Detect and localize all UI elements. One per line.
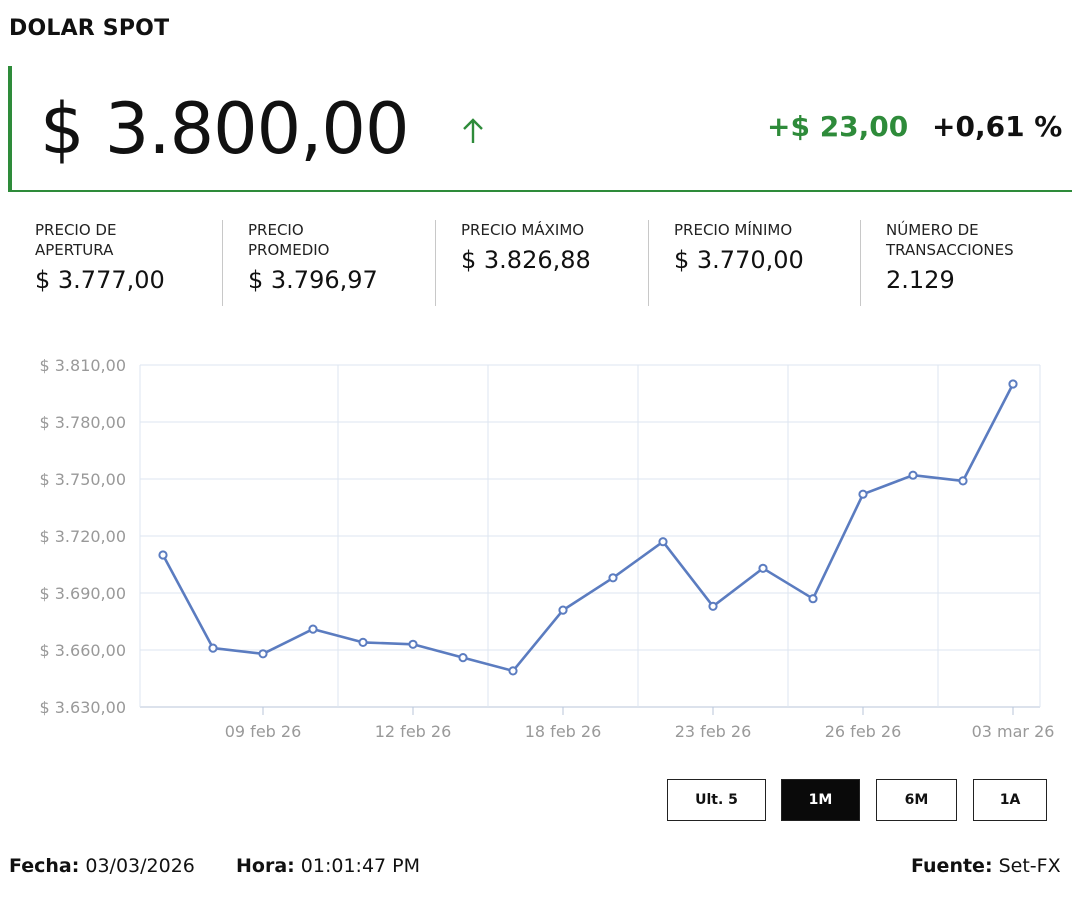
range-button-1m[interactable]: 1M <box>781 779 860 821</box>
x-axis-ticks: 09 feb 26 12 feb 26 18 feb 26 23 feb 26 26 f… <box>225 707 1055 741</box>
y-axis-ticks: $ 3.810,00 $ 3.780,00 $ 3.750,00 $ 3.720,00… <box>39 356 126 717</box>
page-title: DOLAR SPOT <box>9 16 170 41</box>
y-tick-label: $ 3.690,00 <box>39 584 126 603</box>
data-point <box>758 563 768 573</box>
source-value: Set-FX <box>998 855 1061 877</box>
stat-average-price: PRECIO PROMEDIO $ 3.796,97 <box>222 220 418 306</box>
data-point <box>408 639 418 649</box>
data-point <box>658 537 668 547</box>
data-point <box>608 573 618 583</box>
y-tick-label: $ 3.630,00 <box>39 698 126 717</box>
stat-value: $ 3.826,88 <box>461 246 591 274</box>
footer-date: Fecha: 03/03/2026 <box>9 855 195 877</box>
y-tick-label: $ 3.720,00 <box>39 527 126 546</box>
data-point <box>508 666 518 676</box>
y-tick-label: $ 3.810,00 <box>39 356 126 375</box>
price-line-chart: $ 3.810,00 $ 3.780,00 $ 3.750,00 $ 3.720,00… <box>39 356 1055 741</box>
stats-row: PRECIO DE APERTURA $ 3.777,00 PRECIO PRO… <box>35 220 1075 306</box>
time-label: Hora: <box>236 855 295 877</box>
stat-label: NÚMERO DE TRANSACCIONES <box>886 221 1014 259</box>
stat-label: PRECIO PROMEDIO <box>248 221 330 259</box>
range-button-1a[interactable]: 1A <box>973 779 1047 821</box>
current-price: $ 3.800,00 <box>40 88 410 170</box>
stat-value: $ 3.796,97 <box>248 266 378 294</box>
series-line <box>158 379 1018 676</box>
footer-source: Fuente: Set-FX <box>911 855 1061 877</box>
data-point <box>158 550 168 560</box>
y-tick-label: $ 3.660,00 <box>39 641 126 660</box>
x-tick-label: 03 mar 26 <box>972 722 1055 741</box>
x-tick-label: 18 feb 26 <box>525 722 602 741</box>
divider <box>222 220 223 306</box>
data-point <box>1008 379 1018 389</box>
x-tick-label: 23 feb 26 <box>675 722 752 741</box>
price-change-percent: +0,61 % <box>932 110 1063 143</box>
time-value: 01:01:47 PM <box>300 855 421 877</box>
range-selector: Ult. 5 1M 6M 1A <box>0 779 1080 823</box>
stat-opening-price: PRECIO DE APERTURA $ 3.777,00 <box>35 220 205 306</box>
data-point <box>458 653 468 663</box>
data-point <box>708 601 718 611</box>
x-tick-label: 12 feb 26 <box>375 722 452 741</box>
data-point <box>258 649 268 659</box>
divider <box>860 220 861 306</box>
data-point <box>358 637 368 647</box>
price-change: +$ 23,00 <box>767 110 909 143</box>
data-point <box>958 476 968 486</box>
stat-label: PRECIO DE APERTURA <box>35 221 117 259</box>
data-point <box>858 489 868 499</box>
range-button-ult5[interactable]: Ult. 5 <box>667 779 766 821</box>
stat-max-price: PRECIO MÁXIMO $ 3.826,88 <box>435 220 631 306</box>
data-point <box>908 470 918 480</box>
price-panel: $ 3.800,00 +$ 23,00 +0,61 % <box>8 66 1072 192</box>
stat-transactions: NÚMERO DE TRANSACCIONES 2.129 <box>860 220 1056 306</box>
divider <box>648 220 649 306</box>
stat-value: 2.129 <box>886 266 955 294</box>
stat-value: $ 3.770,00 <box>674 246 804 274</box>
data-point <box>308 624 318 634</box>
date-label: Fecha: <box>9 855 80 877</box>
data-point <box>208 643 218 653</box>
chart-grid <box>139 364 1041 708</box>
x-tick-label: 09 feb 26 <box>225 722 302 741</box>
date-value: 03/03/2026 <box>85 855 195 877</box>
y-tick-label: $ 3.750,00 <box>39 470 126 489</box>
stat-value: $ 3.777,00 <box>35 266 165 294</box>
divider <box>435 220 436 306</box>
stat-label: PRECIO MÍNIMO <box>674 221 793 239</box>
arrow-up-icon <box>463 118 483 143</box>
data-point <box>808 594 818 604</box>
stat-min-price: PRECIO MÍNIMO $ 3.770,00 <box>648 220 844 306</box>
series-polyline <box>161 383 1015 673</box>
x-tick-label: 26 feb 26 <box>825 722 902 741</box>
range-button-6m[interactable]: 6M <box>876 779 957 821</box>
y-tick-label: $ 3.780,00 <box>39 413 126 432</box>
stat-label: PRECIO MÁXIMO <box>461 221 585 239</box>
source-label: Fuente: <box>911 855 993 877</box>
footer-time: Hora: 01:01:47 PM <box>236 855 420 877</box>
data-point <box>558 605 568 615</box>
